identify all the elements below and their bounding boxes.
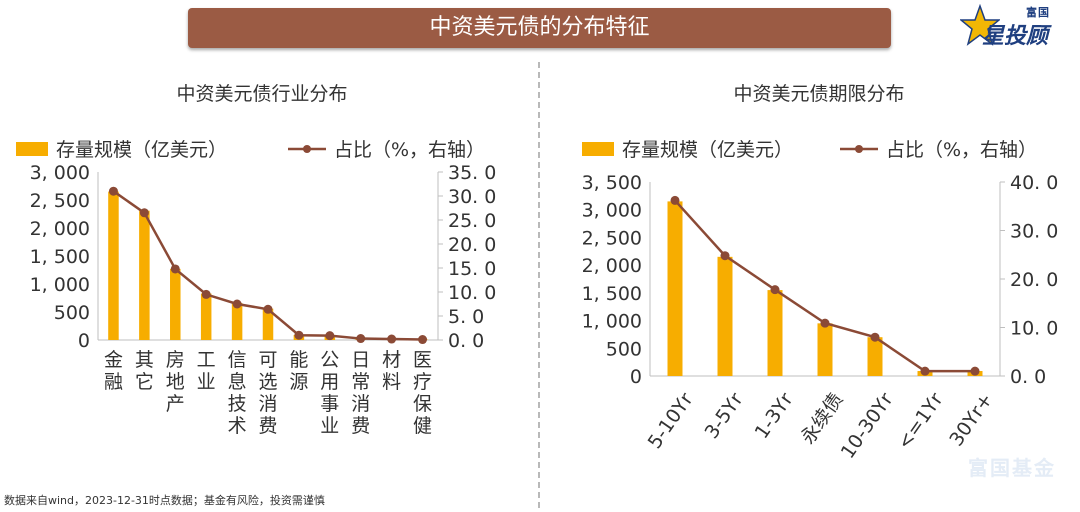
data-bar bbox=[139, 210, 150, 340]
line-point bbox=[418, 335, 428, 345]
watermark-text: 富国基金 bbox=[968, 456, 1056, 480]
left-tick-label: 1, 000 bbox=[582, 311, 642, 333]
x-tick-label: 能源 bbox=[289, 349, 308, 393]
right-tick-label: 5. 0 bbox=[448, 306, 484, 328]
data-bar bbox=[231, 303, 243, 340]
left-tick-label: 0 bbox=[78, 330, 90, 352]
x-tick-label: 信息技术 bbox=[228, 349, 247, 437]
line-point bbox=[139, 208, 149, 218]
line-point bbox=[356, 334, 366, 344]
left-tick-label: 500 bbox=[606, 338, 642, 360]
data-bar bbox=[667, 201, 683, 376]
x-tick-label: 可选消费 bbox=[258, 349, 277, 437]
x-tick-label: 1-3Yr bbox=[751, 389, 798, 443]
left-tick-label: 2, 500 bbox=[30, 190, 90, 212]
x-tick-label: 永续债 bbox=[797, 389, 848, 448]
brand-logo: 富国 星投顾 bbox=[960, 2, 1078, 49]
line-point bbox=[294, 330, 304, 340]
data-bar bbox=[200, 293, 212, 340]
line-point bbox=[387, 334, 397, 344]
x-tick-label: 材料 bbox=[382, 349, 401, 393]
right-tick-label: 25. 0 bbox=[448, 210, 496, 232]
x-tick-label: 日常消费 bbox=[351, 349, 370, 437]
line-point bbox=[820, 318, 830, 328]
data-bar bbox=[262, 308, 274, 340]
data-bar bbox=[108, 191, 119, 340]
x-tick-label: 医疗保健 bbox=[413, 349, 432, 437]
right-tick-label: 40. 0 bbox=[1010, 172, 1058, 194]
x-tick-label: 5-10Yr bbox=[644, 389, 698, 453]
x-tick-label: 房地产 bbox=[166, 349, 185, 415]
left-tick-label: 2, 000 bbox=[30, 218, 90, 240]
line-point bbox=[670, 195, 680, 205]
data-bar bbox=[817, 323, 833, 376]
line-point bbox=[170, 264, 180, 274]
right-tick-label: 35. 0 bbox=[448, 162, 496, 184]
x-tick-label: 30Yr+ bbox=[945, 389, 997, 450]
legend-bar-swatch bbox=[582, 142, 614, 156]
line-point bbox=[720, 251, 730, 261]
logo-top-text: 富国 bbox=[1026, 6, 1050, 19]
left-tick-label: 1, 500 bbox=[30, 246, 90, 268]
right-tick-label: 30. 0 bbox=[448, 186, 496, 208]
right-tick-label: 20. 0 bbox=[1010, 269, 1058, 291]
legend-line-marker bbox=[855, 145, 863, 153]
line-point bbox=[232, 299, 242, 309]
line-point bbox=[325, 331, 335, 341]
left-tick-label: 500 bbox=[54, 302, 90, 324]
legend-bar-label: 存量规模（亿美元） bbox=[622, 139, 793, 161]
legend-line-marker bbox=[303, 145, 311, 153]
left-tick-label: 2, 500 bbox=[582, 227, 642, 249]
right-tick-label: 20. 0 bbox=[448, 234, 496, 256]
x-tick-label: 10-30Yr bbox=[837, 389, 898, 463]
left-tick-label: 1, 000 bbox=[30, 274, 90, 296]
legend-bar-label: 存量规模（亿美元） bbox=[56, 139, 227, 161]
line-point bbox=[108, 186, 118, 196]
left-tick-label: 2, 000 bbox=[582, 255, 642, 277]
line-point bbox=[263, 304, 273, 314]
star-icon bbox=[960, 4, 1000, 46]
x-tick-label: <=1Yr bbox=[893, 389, 947, 454]
data-bar bbox=[717, 256, 733, 376]
right-tick-label: 30. 0 bbox=[1010, 221, 1058, 243]
line-point bbox=[201, 289, 211, 299]
left-tick-label: 3, 000 bbox=[30, 162, 90, 184]
x-tick-label: 金融 bbox=[104, 349, 123, 393]
x-tick-label: 工业 bbox=[197, 349, 216, 393]
chart-title: 中资美元债行业分布 bbox=[176, 83, 347, 105]
data-bar bbox=[867, 337, 883, 376]
line-point bbox=[770, 285, 780, 295]
line-point bbox=[920, 366, 930, 376]
logo-main-text: 星投顾 bbox=[982, 24, 1049, 49]
line-point bbox=[970, 366, 980, 376]
left-tick-label: 3, 500 bbox=[582, 172, 642, 194]
left-tick-label: 3, 000 bbox=[582, 200, 642, 222]
right-tick-label: 0. 0 bbox=[448, 330, 484, 352]
data-bar bbox=[767, 290, 783, 376]
data-bar bbox=[170, 268, 181, 340]
right-tick-label: 15. 0 bbox=[448, 258, 496, 280]
x-tick-label: 3-5Yr bbox=[701, 389, 748, 443]
legend-line-label: 占比（%，右轴） bbox=[334, 139, 485, 161]
x-tick-label: 其它 bbox=[135, 349, 154, 393]
right-tick-label: 0. 0 bbox=[1010, 366, 1046, 388]
panel-divider bbox=[538, 62, 540, 508]
data-source-footnote: 数据来自wind，2023-12-31时点数据；基金有风险，投资需谨慎 bbox=[4, 494, 325, 507]
section-title: 中资美元债的分布特征 bbox=[429, 15, 650, 40]
x-tick-label: 公用事业 bbox=[320, 349, 339, 437]
left-tick-label: 1, 500 bbox=[582, 283, 642, 305]
chart-title: 中资美元债期限分布 bbox=[733, 83, 904, 105]
line-point bbox=[870, 332, 880, 342]
left-tick-label: 0 bbox=[630, 366, 642, 388]
section-banner: 中资美元债的分布特征 bbox=[188, 8, 891, 48]
legend-bar-swatch bbox=[16, 142, 48, 156]
legend-line-label: 占比（%，右轴） bbox=[886, 139, 1037, 161]
right-tick-label: 10. 0 bbox=[1010, 318, 1058, 340]
right-tick-label: 10. 0 bbox=[448, 282, 496, 304]
